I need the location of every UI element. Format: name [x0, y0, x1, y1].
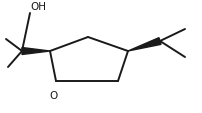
Polygon shape — [22, 48, 50, 55]
Text: OH: OH — [30, 2, 46, 12]
Text: O: O — [50, 90, 58, 100]
Polygon shape — [128, 38, 161, 52]
